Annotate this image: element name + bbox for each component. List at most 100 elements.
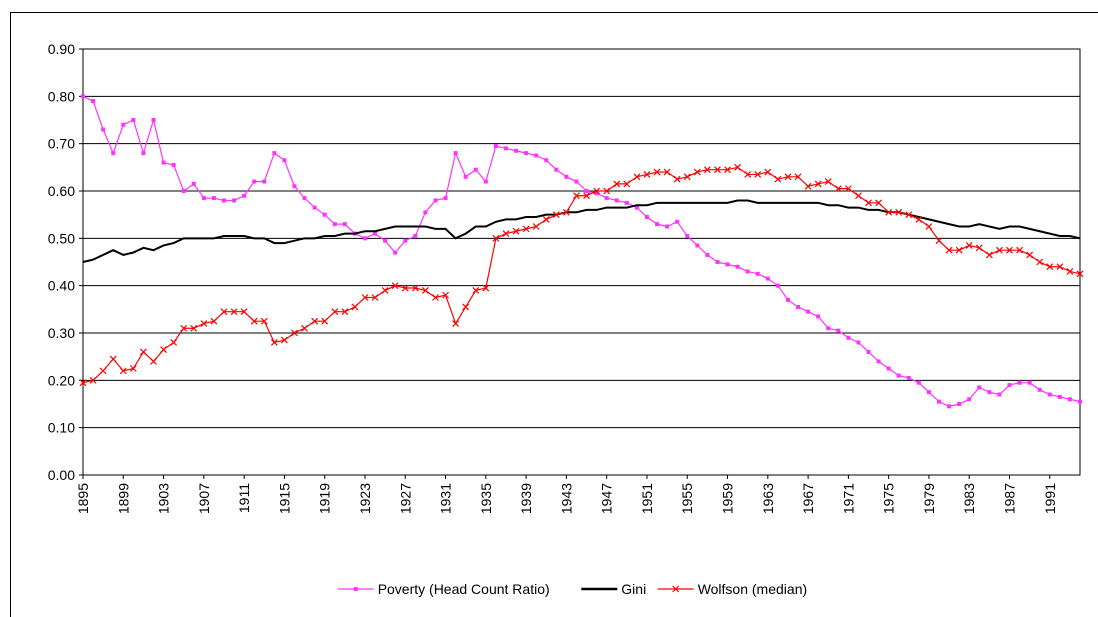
series-line bbox=[82, 199, 1081, 263]
data-point bbox=[644, 215, 649, 220]
x-tick-label: 1939 bbox=[518, 483, 534, 514]
data-point bbox=[493, 144, 498, 149]
data-point bbox=[462, 303, 470, 311]
data-point bbox=[524, 151, 529, 156]
data-point bbox=[1067, 397, 1072, 402]
data-point bbox=[796, 304, 801, 309]
data-point bbox=[584, 189, 589, 193]
data-point bbox=[373, 231, 378, 236]
data-point bbox=[693, 168, 701, 176]
data-point bbox=[1047, 392, 1052, 397]
data-point bbox=[210, 317, 218, 325]
data-point bbox=[564, 174, 569, 179]
data-point bbox=[866, 349, 871, 354]
x-tick-label: 1935 bbox=[478, 483, 494, 514]
data-point bbox=[865, 199, 872, 207]
data-point bbox=[423, 210, 428, 215]
x-tick-label: 1951 bbox=[639, 483, 655, 514]
data-point bbox=[695, 243, 700, 248]
data-point bbox=[512, 227, 520, 235]
data-point bbox=[653, 168, 661, 176]
data-point bbox=[191, 181, 196, 186]
data-point bbox=[311, 317, 319, 325]
data-point bbox=[996, 246, 1003, 254]
data-point bbox=[211, 196, 216, 201]
data-point bbox=[947, 404, 952, 409]
data-point bbox=[270, 339, 278, 346]
data-point bbox=[663, 168, 671, 176]
data-point bbox=[895, 208, 903, 216]
data-point bbox=[814, 180, 822, 188]
data-point bbox=[190, 324, 198, 332]
data-point bbox=[1017, 380, 1022, 385]
data-point bbox=[633, 173, 641, 181]
data-point bbox=[945, 246, 953, 254]
data-point bbox=[220, 308, 228, 316]
data-point bbox=[321, 317, 329, 325]
data-point bbox=[351, 303, 359, 311]
x-tick-label: 1911 bbox=[236, 483, 252, 513]
y-tick-label: 0.60 bbox=[48, 183, 75, 199]
data-point bbox=[250, 317, 258, 325]
data-point bbox=[411, 284, 419, 292]
data-point bbox=[613, 180, 621, 188]
data-point bbox=[322, 212, 327, 217]
data-point bbox=[673, 175, 681, 183]
data-point bbox=[997, 392, 1002, 397]
data-point bbox=[987, 390, 992, 395]
data-point bbox=[81, 94, 85, 99]
data-point bbox=[623, 180, 631, 188]
x-tick-label: 1947 bbox=[599, 483, 615, 514]
data-point bbox=[583, 192, 590, 200]
data-point bbox=[957, 402, 962, 406]
data-point bbox=[685, 233, 690, 238]
data-point bbox=[885, 208, 893, 216]
data-point bbox=[181, 189, 186, 193]
data-point bbox=[242, 193, 247, 198]
data-point bbox=[542, 215, 550, 223]
data-point bbox=[855, 192, 862, 200]
data-point bbox=[272, 151, 277, 156]
data-point bbox=[735, 264, 740, 269]
x-tick-label: 1983 bbox=[961, 483, 977, 514]
data-point bbox=[834, 185, 842, 193]
x-tick-label: 1943 bbox=[558, 483, 574, 514]
y-tick-label: 0.40 bbox=[48, 278, 75, 294]
data-point bbox=[794, 173, 802, 181]
data-point bbox=[139, 348, 147, 356]
data-point bbox=[432, 294, 439, 301]
data-point bbox=[764, 168, 772, 176]
data-point bbox=[421, 286, 429, 294]
data-point bbox=[714, 166, 721, 174]
data-point bbox=[604, 196, 609, 201]
data-point bbox=[755, 271, 760, 276]
data-point bbox=[91, 99, 96, 104]
x-tick-label: 1975 bbox=[881, 483, 897, 514]
data-point bbox=[301, 324, 308, 332]
x-tick-label: 1987 bbox=[1002, 483, 1018, 514]
data-point bbox=[1046, 263, 1054, 271]
data-point bbox=[1036, 258, 1044, 266]
data-point bbox=[483, 179, 488, 184]
data-point bbox=[240, 308, 248, 316]
y-tick-label: 0.50 bbox=[48, 230, 75, 246]
x-tick-label: 1903 bbox=[156, 483, 172, 514]
data-point bbox=[151, 118, 156, 122]
x-tick-label: 1919 bbox=[317, 483, 333, 514]
data-point bbox=[785, 297, 790, 302]
data-point bbox=[774, 175, 782, 183]
data-point bbox=[725, 262, 730, 267]
data-point bbox=[473, 167, 478, 172]
data-point bbox=[574, 179, 579, 184]
data-point bbox=[614, 198, 619, 203]
data-point bbox=[482, 284, 490, 292]
plot-border bbox=[82, 48, 1081, 476]
series-line bbox=[82, 95, 1081, 407]
data-point bbox=[522, 225, 530, 233]
data-point bbox=[824, 178, 832, 185]
data-point bbox=[826, 326, 831, 331]
data-point bbox=[99, 367, 107, 375]
data-point bbox=[1078, 399, 1082, 404]
x-tick-label: 1979 bbox=[921, 483, 937, 514]
data-point bbox=[180, 324, 188, 332]
